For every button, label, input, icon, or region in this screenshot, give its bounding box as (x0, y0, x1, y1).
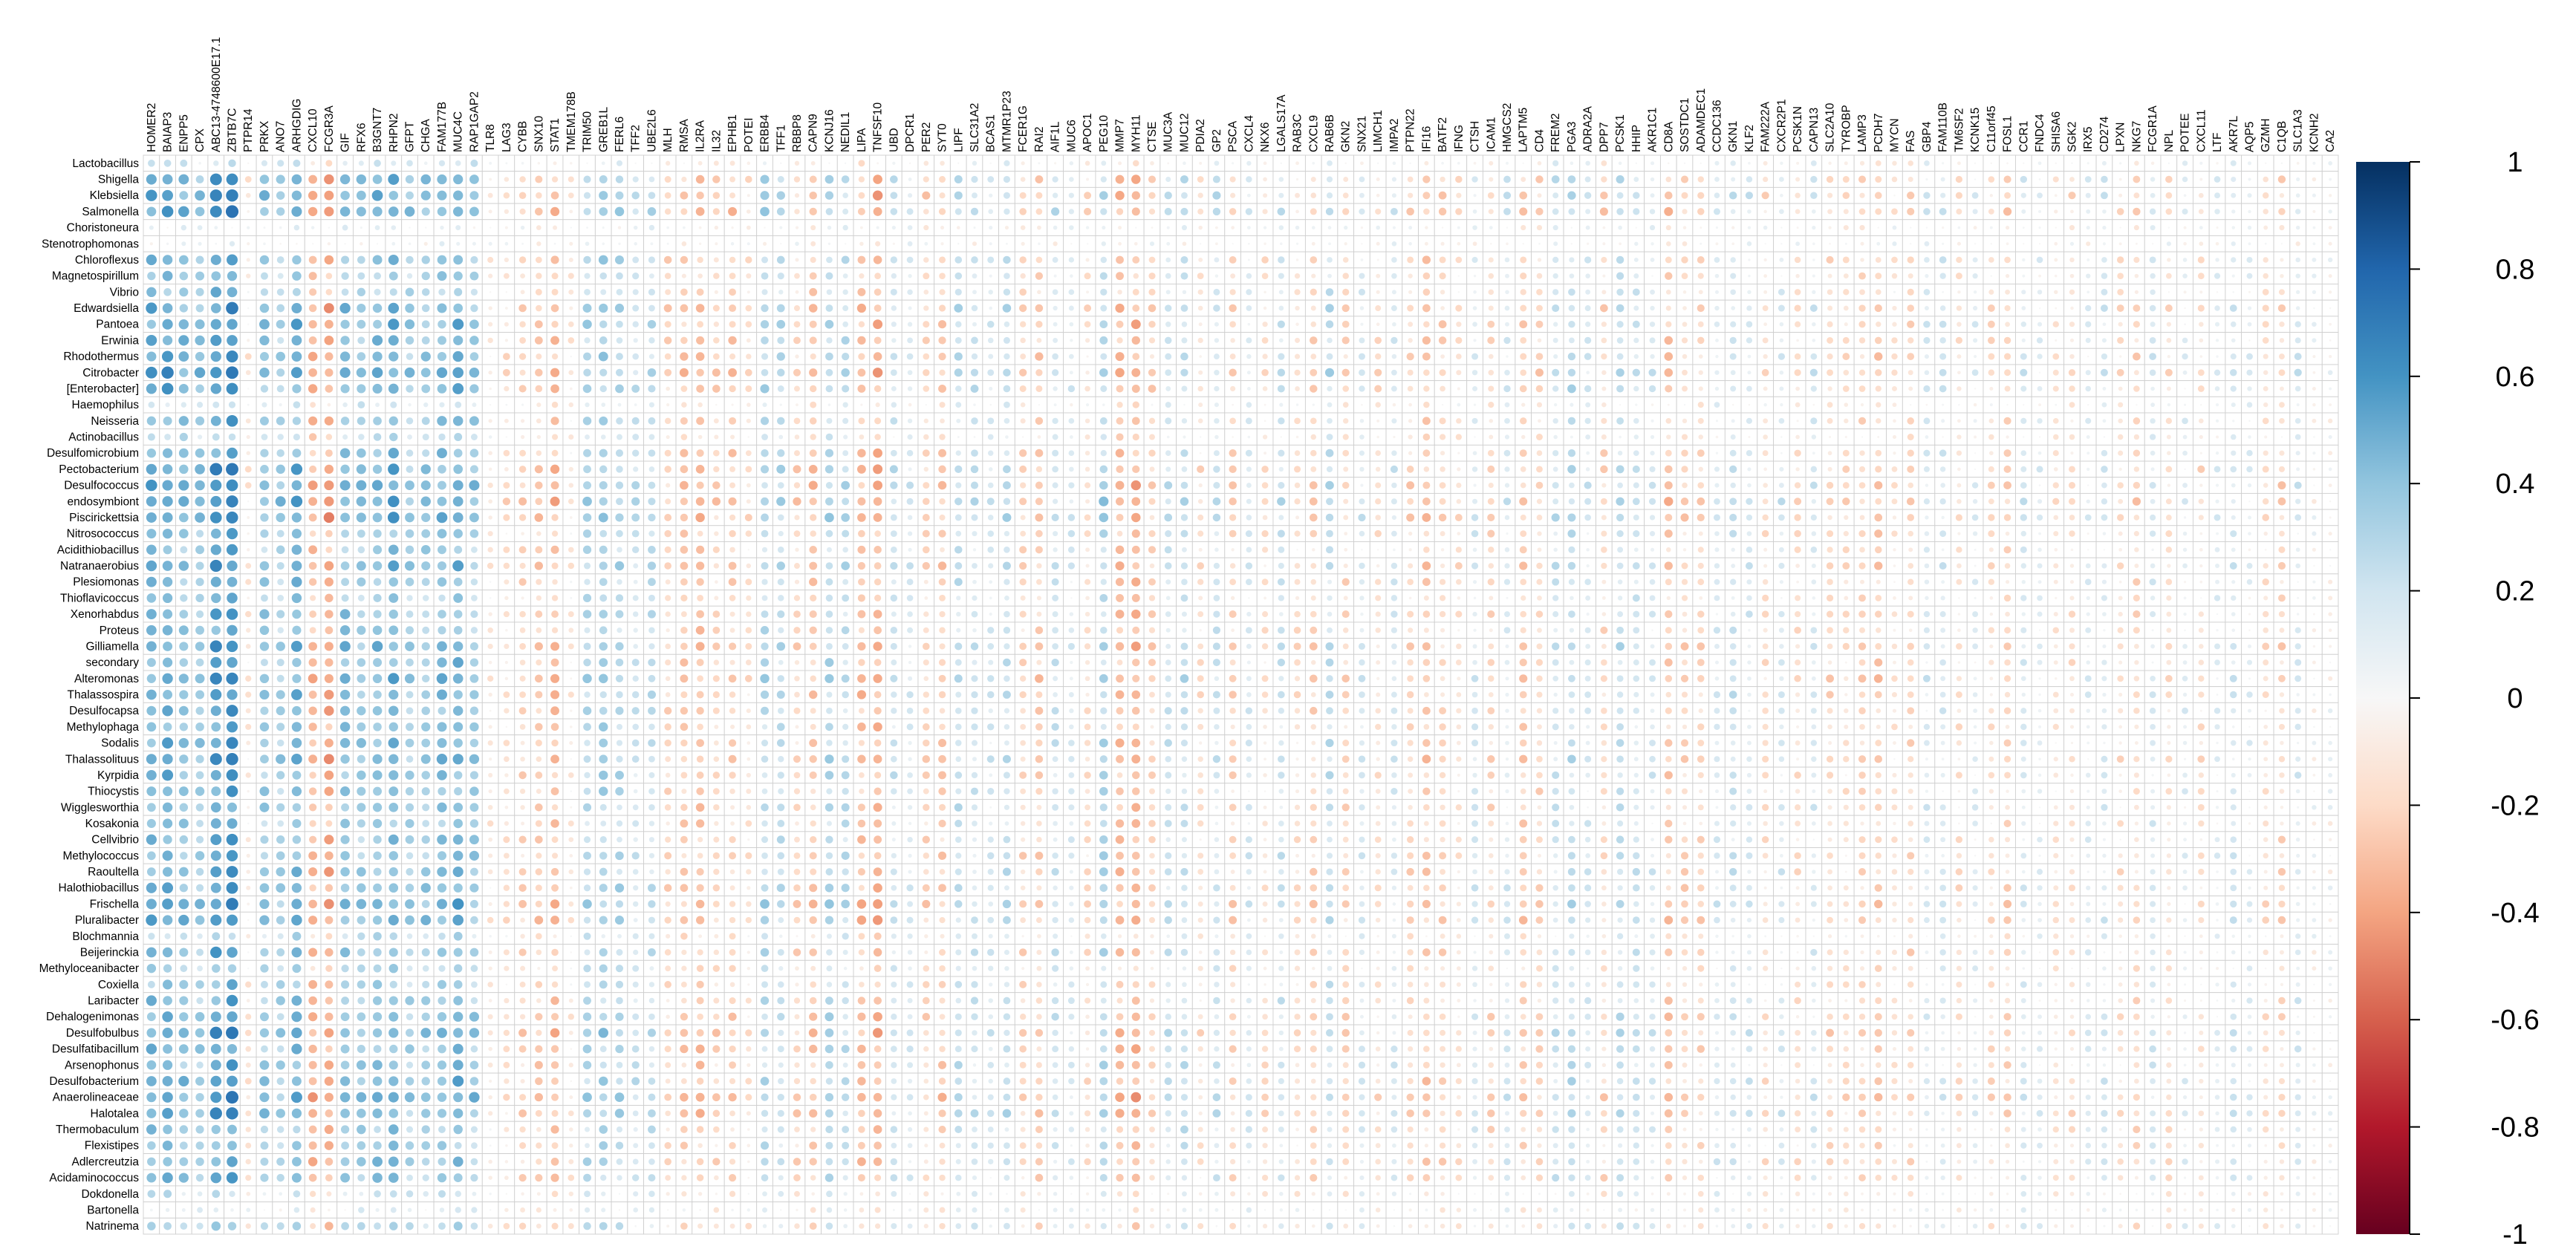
correlation-heatmap: Lactobacillus Shigella Klebsiella Salmonell… (39, 37, 2540, 1249)
heatmap-svg: LactobacillusShigellaKlebsiellaSalmonell… (39, 37, 2540, 1249)
